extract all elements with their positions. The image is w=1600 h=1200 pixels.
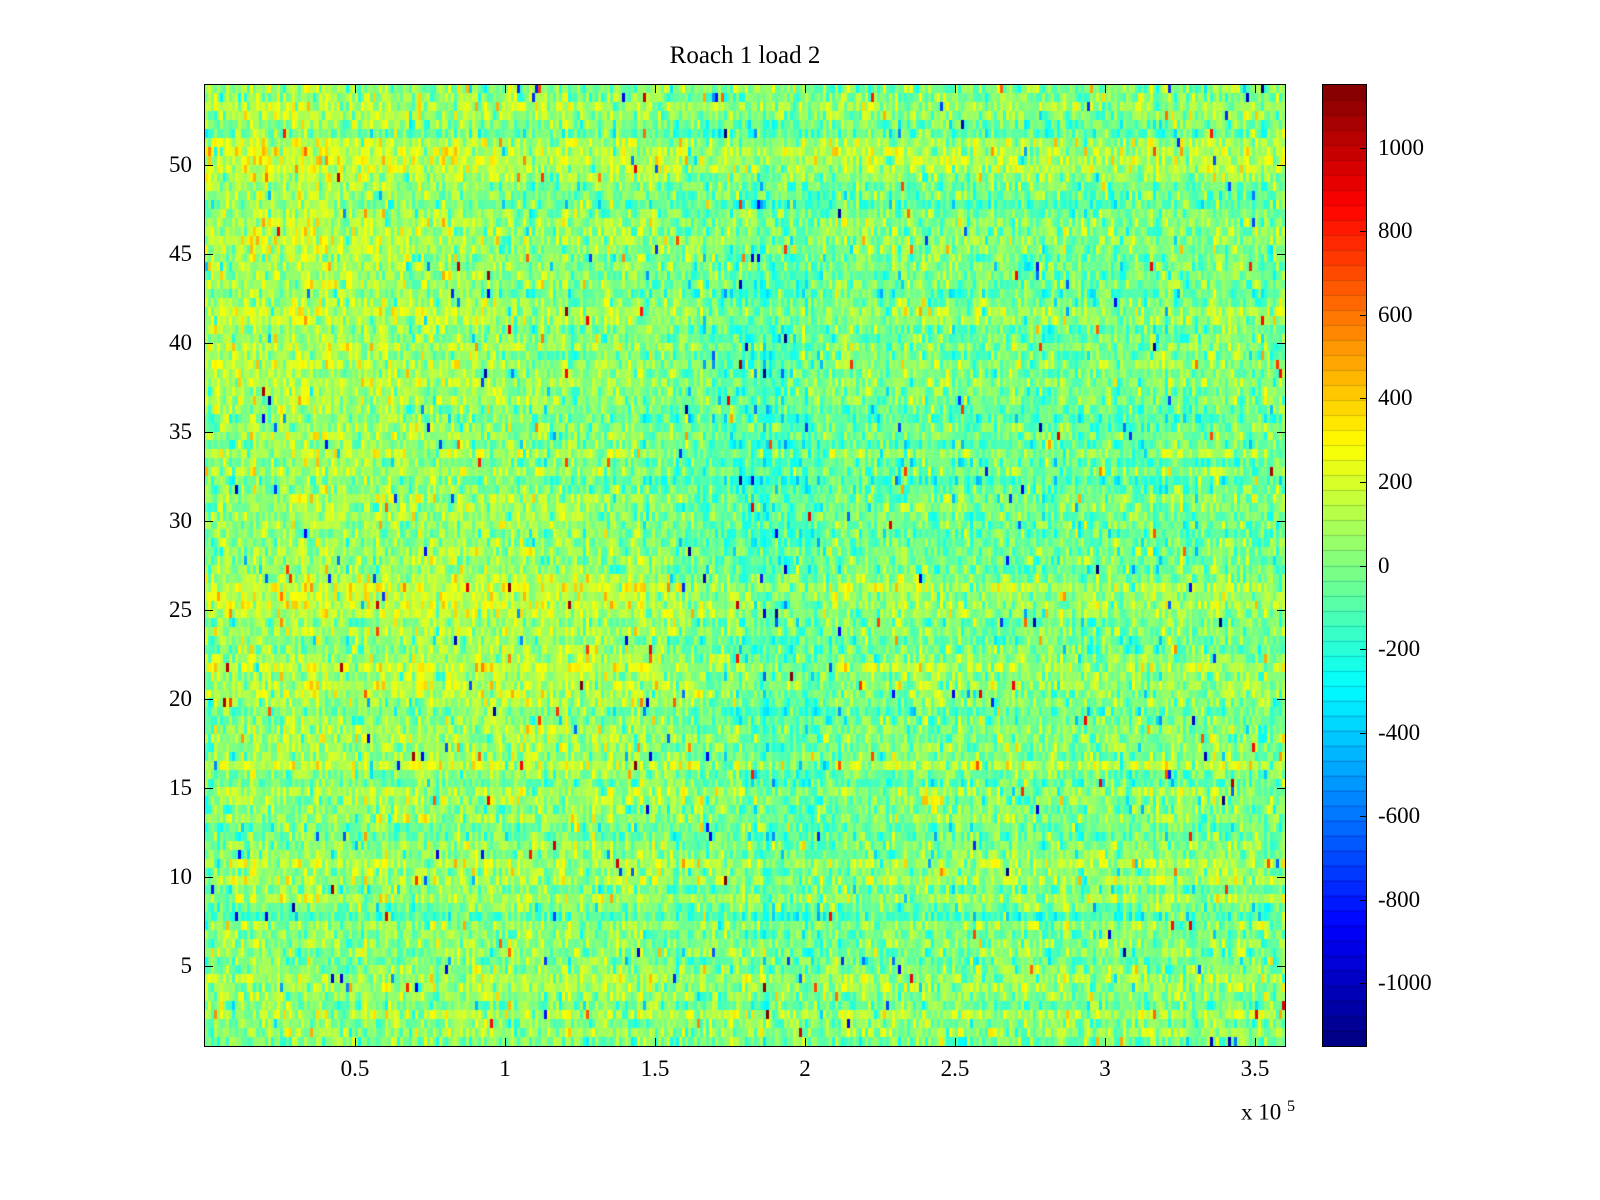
x-tick-label: 3.5: [1240, 1056, 1270, 1081]
colorbar-tick-label: -400: [1378, 719, 1421, 745]
x-tick-label: 2.5: [940, 1056, 970, 1081]
tick-mark: [805, 1038, 806, 1046]
y-tick-label: 50: [169, 152, 192, 178]
tick-mark: [1277, 343, 1285, 345]
y-tick-label: 5: [180, 952, 193, 978]
colorbar-tick-label: 400: [1378, 385, 1413, 411]
tick-mark: [205, 432, 213, 434]
tick-mark: [1105, 85, 1106, 93]
tick-mark: [355, 85, 356, 93]
tick-mark: [1360, 983, 1366, 985]
tick-mark: [1105, 1038, 1106, 1046]
colorbar-tick-label: -1000: [1378, 970, 1432, 996]
exponent-base: x 10: [1240, 1099, 1282, 1125]
colorbar-tick-label: -600: [1378, 803, 1421, 829]
tick-mark: [1277, 965, 1285, 967]
tick-mark: [1360, 816, 1366, 818]
tick-mark: [1360, 732, 1366, 734]
x-tick-label: 2: [799, 1056, 811, 1081]
colorbar-tick-label: 800: [1378, 218, 1413, 244]
colorbar-tick-label: 0: [1378, 552, 1390, 578]
tick-mark: [1255, 1038, 1256, 1046]
tick-mark: [1277, 698, 1285, 700]
x-tick-label: 1.5: [640, 1056, 670, 1081]
tick-mark: [205, 698, 213, 700]
tick-mark: [1360, 314, 1366, 316]
colorbar-tick-label: 1000: [1378, 134, 1424, 160]
y-tick-label: 10: [169, 863, 192, 889]
tick-mark: [1277, 521, 1285, 522]
tick-mark: [1277, 609, 1285, 611]
colorbar-canvas: [1323, 85, 1366, 1046]
colorbar-tick-label: 200: [1378, 468, 1413, 494]
y-tick-label: 45: [169, 241, 192, 267]
x-tick-label: 0.5: [340, 1056, 370, 1081]
x-axis-exponent-label: x 10 5: [1241, 1098, 1295, 1126]
tick-mark: [505, 85, 506, 93]
exponent-power: 5: [1286, 1098, 1295, 1115]
tick-mark: [205, 343, 213, 345]
tick-mark: [1360, 899, 1366, 901]
colorbar-tick-label: -200: [1378, 636, 1421, 662]
tick-mark: [1277, 432, 1285, 434]
tick-mark: [955, 85, 956, 93]
x-tick-label: 1: [499, 1056, 511, 1081]
tick-mark: [1360, 398, 1366, 400]
tick-mark: [1277, 254, 1285, 256]
heatmap-canvas: [205, 85, 1285, 1046]
x-tick-label: 3: [1099, 1056, 1111, 1081]
tick-mark: [205, 521, 213, 522]
tick-mark: [205, 876, 213, 878]
tick-mark: [1360, 231, 1366, 233]
tick-mark: [505, 1038, 506, 1046]
tick-mark: [1360, 147, 1366, 149]
tick-mark: [355, 1038, 356, 1046]
tick-mark: [205, 165, 213, 167]
tick-mark: [1277, 876, 1285, 878]
tick-mark: [205, 609, 213, 611]
y-tick-label: 20: [169, 685, 192, 711]
tick-mark: [655, 85, 656, 93]
y-tick-label: 40: [169, 330, 192, 356]
tick-mark: [805, 85, 806, 93]
y-tick-label: 15: [169, 774, 192, 800]
tick-mark: [1255, 85, 1256, 93]
tick-mark: [1360, 565, 1366, 567]
y-tick-label: 35: [169, 419, 192, 445]
tick-mark: [205, 254, 213, 256]
tick-mark: [205, 787, 213, 789]
colorbar-tick-label: 600: [1378, 301, 1413, 327]
tick-mark: [1360, 481, 1366, 483]
tick-mark: [655, 1038, 656, 1046]
tick-mark: [1360, 649, 1366, 651]
colorbar-tick-label: -800: [1378, 886, 1421, 912]
y-tick-label: 30: [169, 508, 192, 533]
tick-mark: [1277, 165, 1285, 167]
tick-mark: [205, 965, 213, 967]
chart-title: Roach 1 load 2: [669, 42, 821, 69]
y-tick-label: 25: [169, 596, 192, 622]
tick-mark: [955, 1038, 956, 1046]
tick-mark: [1277, 787, 1285, 789]
